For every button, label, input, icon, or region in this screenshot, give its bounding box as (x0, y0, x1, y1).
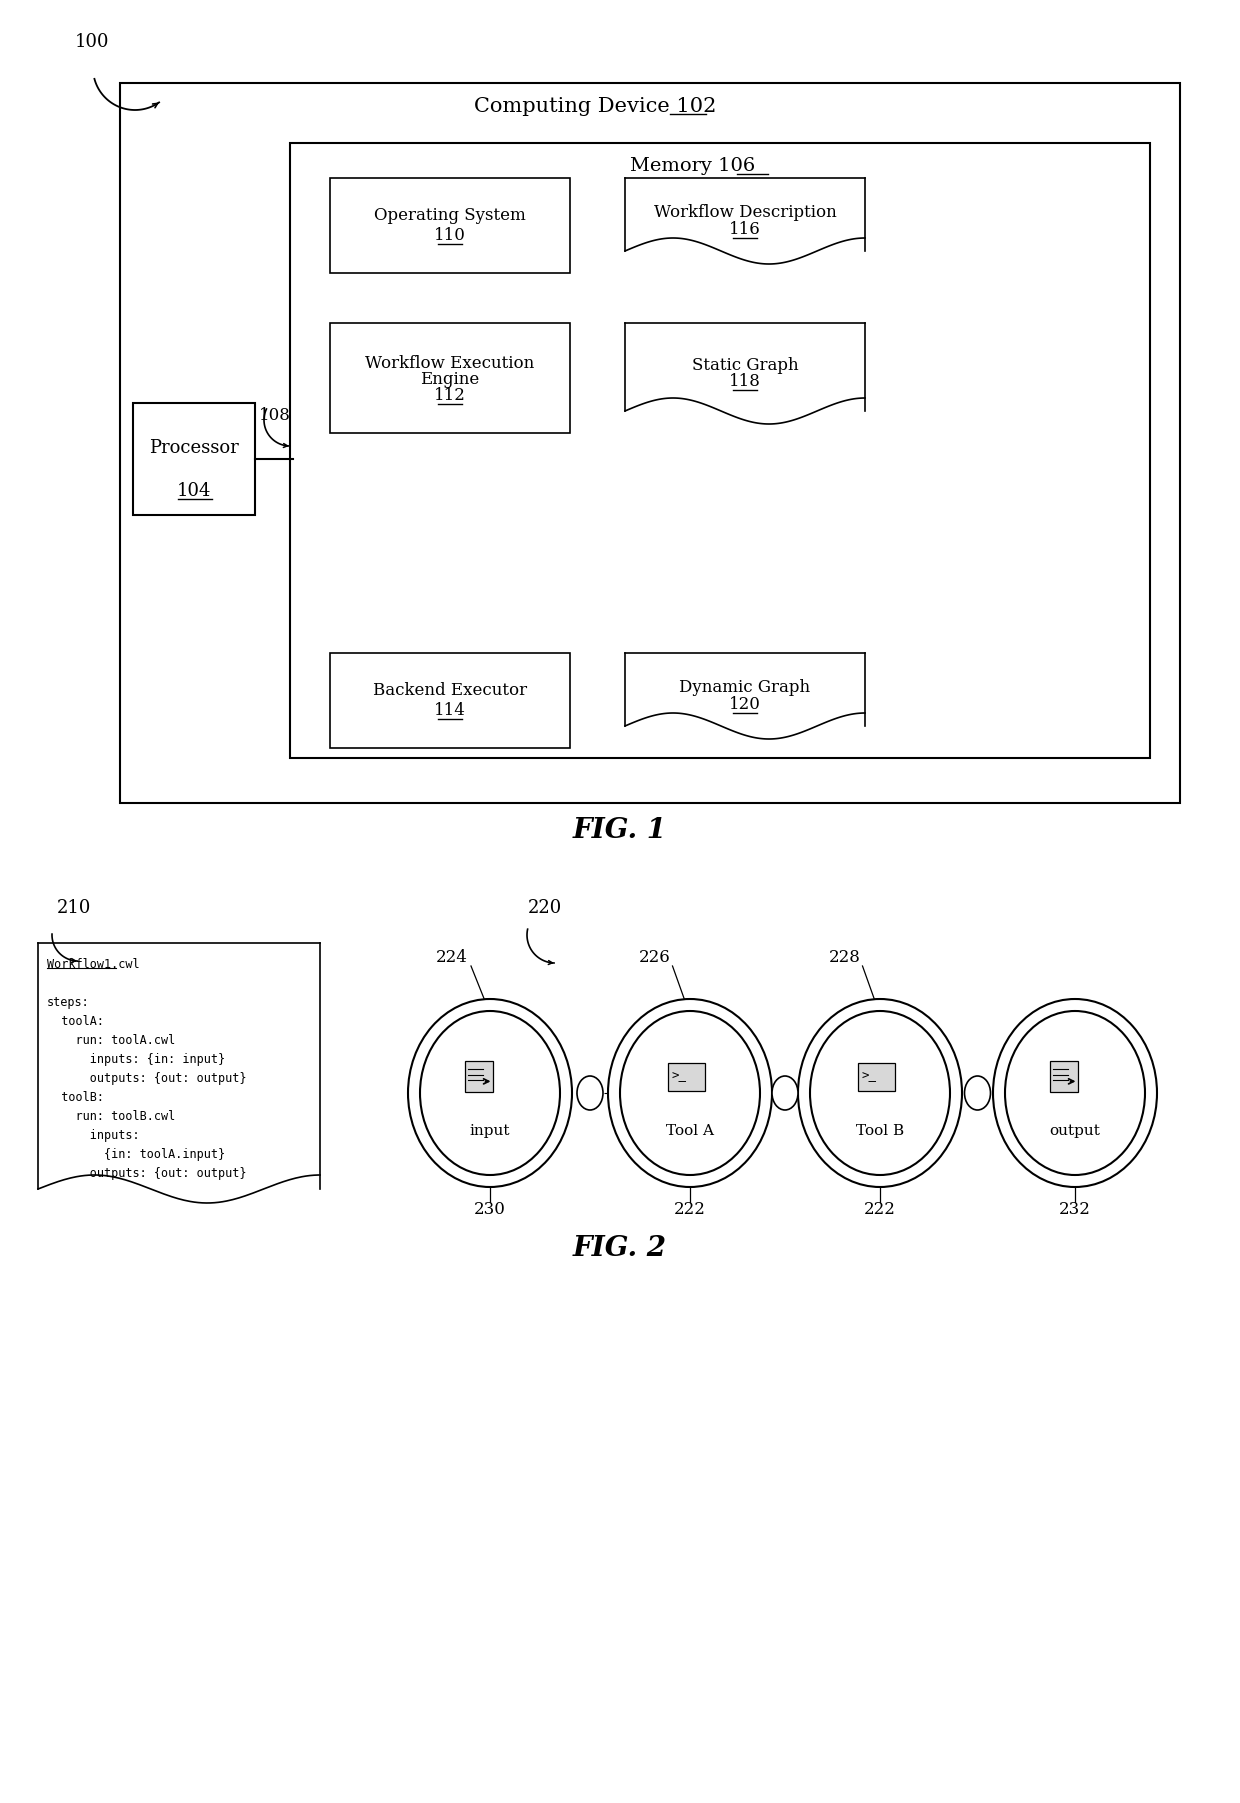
Text: input: input (470, 1123, 510, 1138)
Ellipse shape (993, 999, 1157, 1186)
Text: 226: 226 (639, 950, 671, 966)
FancyBboxPatch shape (330, 178, 570, 272)
Text: >_: >_ (672, 1069, 687, 1082)
Text: Workflow Description: Workflow Description (653, 204, 836, 222)
Text: Tool A: Tool A (666, 1123, 714, 1138)
Text: Engine: Engine (420, 371, 480, 388)
Text: 222: 222 (864, 1201, 897, 1219)
Text: 210: 210 (57, 900, 92, 918)
FancyBboxPatch shape (330, 323, 570, 433)
Text: output: output (1049, 1123, 1100, 1138)
Ellipse shape (965, 1076, 991, 1111)
Text: Backend Executor: Backend Executor (373, 682, 527, 700)
FancyBboxPatch shape (858, 1062, 894, 1091)
Text: 228: 228 (830, 950, 861, 966)
Text: 224: 224 (436, 950, 467, 966)
Ellipse shape (773, 1076, 799, 1111)
Text: 120: 120 (729, 696, 761, 712)
Text: toolB:: toolB: (47, 1091, 104, 1103)
Text: 104: 104 (177, 481, 211, 499)
Text: 230: 230 (474, 1201, 506, 1219)
Text: 220: 220 (528, 900, 562, 918)
Text: steps:: steps: (47, 995, 89, 1010)
Text: 110: 110 (434, 227, 466, 243)
Text: 112: 112 (434, 388, 466, 404)
Text: 108: 108 (259, 406, 291, 424)
Text: Computing Device 102: Computing Device 102 (474, 97, 717, 115)
Ellipse shape (799, 999, 962, 1186)
Text: outputs: {out: output}: outputs: {out: output} (47, 1073, 247, 1085)
Ellipse shape (420, 1011, 560, 1176)
Text: 114: 114 (434, 701, 466, 719)
Text: Operating System: Operating System (374, 207, 526, 224)
Text: Memory 106: Memory 106 (630, 157, 755, 175)
Text: run: toolB.cwl: run: toolB.cwl (47, 1111, 175, 1123)
Text: Static Graph: Static Graph (692, 357, 799, 373)
Text: Workflow1.cwl: Workflow1.cwl (47, 957, 140, 972)
Text: 118: 118 (729, 373, 761, 391)
Ellipse shape (577, 1076, 603, 1111)
Text: outputs: {out: output}: outputs: {out: output} (47, 1167, 247, 1179)
FancyBboxPatch shape (290, 142, 1149, 757)
FancyBboxPatch shape (330, 653, 570, 748)
FancyBboxPatch shape (465, 1062, 492, 1093)
Text: Processor: Processor (149, 438, 239, 456)
Text: >_: >_ (862, 1069, 877, 1082)
Text: FIG. 2: FIG. 2 (573, 1235, 667, 1262)
Text: inputs:: inputs: (47, 1129, 140, 1141)
Text: inputs: {in: input}: inputs: {in: input} (47, 1053, 226, 1066)
FancyBboxPatch shape (1050, 1062, 1078, 1093)
Ellipse shape (408, 999, 572, 1186)
Ellipse shape (608, 999, 773, 1186)
Ellipse shape (1004, 1011, 1145, 1176)
Text: 232: 232 (1059, 1201, 1091, 1219)
Text: run: toolA.cwl: run: toolA.cwl (47, 1033, 175, 1048)
Text: toolA:: toolA: (47, 1015, 104, 1028)
FancyBboxPatch shape (120, 83, 1180, 802)
FancyBboxPatch shape (668, 1062, 704, 1091)
Text: 100: 100 (74, 32, 109, 50)
Text: 116: 116 (729, 222, 761, 238)
Text: {in: toolA.input}: {in: toolA.input} (47, 1149, 226, 1161)
Text: Dynamic Graph: Dynamic Graph (680, 680, 811, 696)
Ellipse shape (810, 1011, 950, 1176)
Text: FIG. 1: FIG. 1 (573, 817, 667, 844)
FancyBboxPatch shape (133, 404, 255, 516)
Text: 222: 222 (675, 1201, 706, 1219)
Text: Workflow Execution: Workflow Execution (366, 355, 534, 373)
Ellipse shape (620, 1011, 760, 1176)
Text: Tool B: Tool B (856, 1123, 904, 1138)
